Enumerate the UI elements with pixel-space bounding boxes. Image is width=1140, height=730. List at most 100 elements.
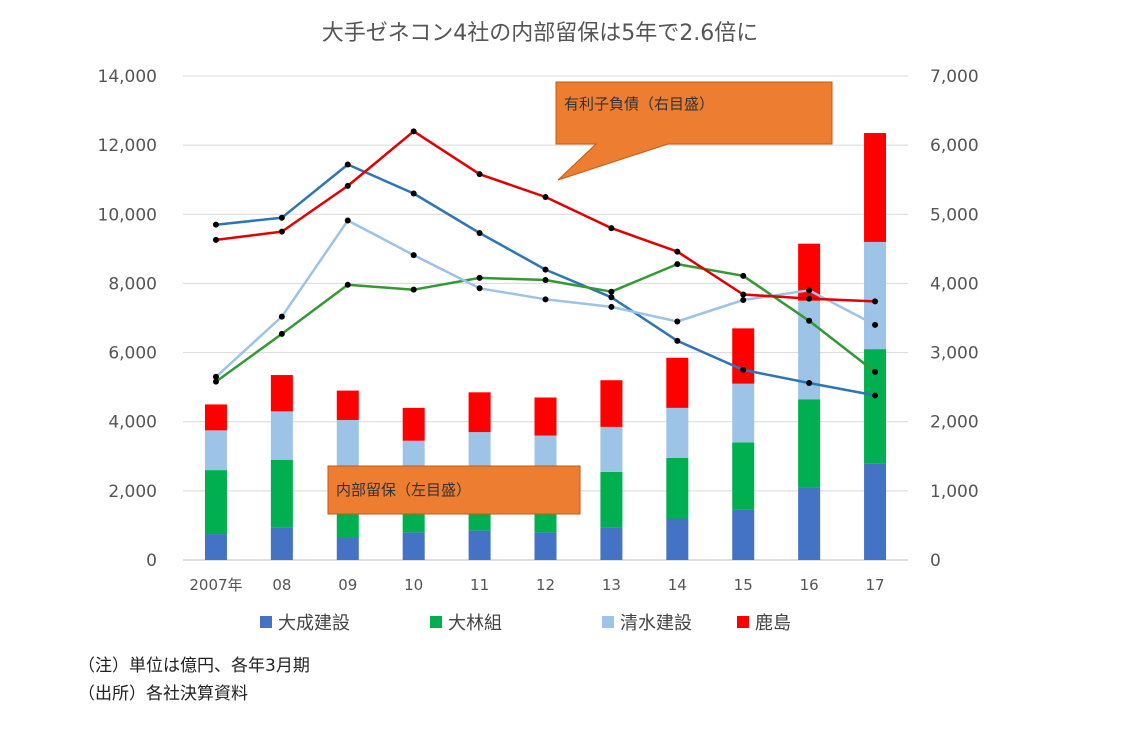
y-left-tick-label: 6,000 <box>108 344 157 364</box>
series-point <box>740 272 747 279</box>
bar-segment <box>798 399 821 488</box>
callout-bars <box>327 465 581 515</box>
series-point <box>278 228 285 235</box>
series-point <box>806 287 813 294</box>
series-point <box>476 229 483 236</box>
series-point <box>872 368 879 375</box>
x-tick-label: 2007年 <box>189 576 242 594</box>
bar-segment <box>336 537 359 560</box>
legend-label: 大成建設 <box>278 613 350 634</box>
series-point <box>212 221 219 228</box>
bar-segment <box>402 407 425 441</box>
bar-segment <box>336 390 359 420</box>
bar-segment <box>666 458 689 519</box>
series-point <box>740 291 747 298</box>
chart-title: 大手ゼネコン4社の内部留保は5年で2.6倍に <box>322 21 759 46</box>
series-point <box>674 248 681 255</box>
series-point <box>212 378 219 385</box>
x-tick-label: 13 <box>602 576 621 594</box>
legend-swatch <box>602 616 614 628</box>
bar-segment <box>666 518 689 560</box>
bar-segment <box>732 383 755 443</box>
y-left-tick-label: 0 <box>146 551 157 571</box>
bar-segment <box>204 430 227 471</box>
bar-segment <box>534 397 557 436</box>
series-point <box>608 294 615 301</box>
bar-segment <box>204 404 227 431</box>
callout-lines-label: 有利子負債（右目盛） <box>564 95 714 113</box>
bar-segment <box>204 534 227 560</box>
y-right-tick-label: 1,000 <box>930 482 979 502</box>
bar-segment <box>600 527 623 560</box>
series-point <box>872 321 879 328</box>
series-point <box>674 318 681 325</box>
bar-segment <box>732 442 755 510</box>
series-point <box>608 303 615 310</box>
x-tick-label: 14 <box>668 576 687 594</box>
bar-segment <box>864 349 887 464</box>
legend-label: 大林組 <box>448 613 502 634</box>
bar-segment <box>600 471 623 528</box>
x-tick-label: 16 <box>800 576 819 594</box>
bar-segment <box>798 243 821 301</box>
bar-segment <box>732 328 755 384</box>
series-point <box>806 295 813 302</box>
series-point <box>278 313 285 320</box>
callout-lines <box>555 81 833 181</box>
y-left-tick-label: 8,000 <box>108 274 157 294</box>
series-point <box>740 297 747 304</box>
y-right-tick-label: 4,000 <box>930 274 979 294</box>
series-point <box>674 261 681 268</box>
bar-segment <box>270 459 293 528</box>
bar-segment <box>468 432 491 469</box>
x-tick-label: 11 <box>470 576 489 594</box>
series-point <box>212 373 219 380</box>
y-left-tick-label: 2,000 <box>108 482 157 502</box>
series-point <box>278 214 285 221</box>
bar-segment <box>204 470 227 535</box>
series-point <box>410 128 417 135</box>
bar-segment <box>402 532 425 560</box>
x-tick-label: 09 <box>338 576 357 594</box>
series-point <box>872 392 879 399</box>
bar-segment <box>600 380 623 427</box>
y-right-tick-label: 2,000 <box>930 413 979 433</box>
series-point <box>806 317 813 324</box>
x-tick-label: 10 <box>404 576 423 594</box>
series-point <box>344 281 351 288</box>
bar-segment <box>270 527 293 560</box>
bar-segment <box>864 463 887 560</box>
bar-segment <box>534 532 557 560</box>
callout-bars-label: 内部留保（左目盛） <box>336 481 471 499</box>
bar-segment <box>864 133 887 242</box>
series-point <box>410 286 417 293</box>
legend-label: 鹿島 <box>755 613 791 634</box>
series-point <box>476 285 483 292</box>
bar-segment <box>270 375 293 412</box>
x-tick-label: 12 <box>536 576 555 594</box>
series-point <box>806 379 813 386</box>
bar-segment <box>798 487 821 560</box>
series-point <box>608 288 615 295</box>
bar-segment <box>270 411 293 460</box>
x-tick-label: 17 <box>865 576 884 594</box>
y-left-tick-label: 14,000 <box>98 67 157 87</box>
bar-segment <box>666 357 689 408</box>
bar-segment <box>732 509 755 560</box>
series-point <box>476 171 483 178</box>
series-line <box>215 130 876 303</box>
note-unit: （注）単位は億円、各年3月期 <box>78 656 310 676</box>
y-left-tick-label: 4,000 <box>108 413 157 433</box>
y-left-tick-label: 12,000 <box>98 136 157 156</box>
series-point <box>608 225 615 232</box>
x-tick-label: 08 <box>272 576 291 594</box>
bar-segment <box>666 407 689 459</box>
bar-segment <box>864 241 887 350</box>
series-point <box>740 366 747 373</box>
series-point <box>872 298 879 305</box>
legend-swatch <box>260 616 272 628</box>
notes: （注）単位は億円、各年3月期 （出所）各社決算資料 <box>78 652 310 708</box>
bar-segment <box>336 419 359 478</box>
series-point <box>542 266 549 273</box>
series-point <box>476 274 483 281</box>
